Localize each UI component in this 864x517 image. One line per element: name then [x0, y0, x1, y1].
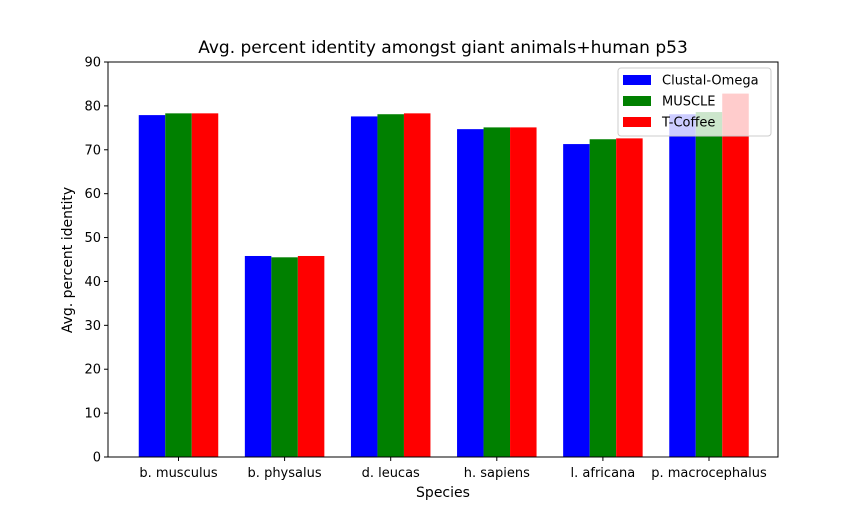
bar-muscle-3 [483, 127, 511, 458]
bar-muscle-2 [377, 114, 404, 457]
bar-muscle-4 [589, 139, 617, 457]
y-tick-label: 50 [84, 231, 101, 246]
bar-clustal-omega-1 [244, 255, 272, 457]
y-tick-label: 90 [84, 56, 101, 71]
bar-clustal-omega-5 [669, 114, 696, 457]
y-axis-label: Avg. percent identity [60, 187, 76, 333]
bar-muscle-1 [271, 257, 298, 457]
legend-label: Clustal-Omega [662, 74, 759, 89]
legend-swatch [623, 96, 651, 106]
chart-title: Avg. percent identity amongst giant anim… [198, 38, 688, 58]
bar-clustal-omega-2 [350, 116, 378, 457]
bar-t-coffee-4 [616, 138, 643, 457]
bar-clustal-omega-3 [457, 129, 484, 457]
x-tick-label: p. macrocephalus [651, 466, 767, 481]
legend-label: MUSCLE [662, 95, 716, 110]
x-ticks-group: b. musculus b. physalus d. leucas h. sapien… [139, 457, 767, 481]
y-tick-label: 30 [84, 319, 101, 334]
x-tick-label: b. musculus [139, 466, 217, 481]
bar-muscle-0 [165, 113, 192, 457]
legend-swatch [623, 75, 651, 85]
plot-frame [107, 61, 779, 458]
bar-t-coffee-2 [403, 113, 431, 457]
x-tick-label: b. physalus [248, 466, 322, 481]
legend-box [617, 67, 772, 137]
bar-muscle-5 [695, 112, 723, 458]
y-tick-label: 20 [84, 363, 101, 378]
y-tick-label: 80 [84, 99, 101, 114]
legend-swatch [623, 117, 651, 127]
bar-clustal-omega-4 [563, 144, 590, 458]
x-tick-label: h. sapiens [464, 466, 530, 481]
legend: Clustal-Omega MUSCLE T-Coffee [617, 67, 772, 137]
bar-clustal-omega-0 [138, 115, 166, 457]
bar-t-coffee-3 [510, 127, 537, 458]
legend-label: T-Coffee [661, 116, 715, 131]
bar-t-coffee-1 [297, 255, 325, 457]
y-tick-label: 70 [84, 143, 101, 158]
x-axis-label: Species [416, 485, 470, 501]
y-tick-label: 0 [93, 451, 101, 466]
x-tick-label: d. leucas [362, 466, 420, 481]
y-tick-label: 40 [84, 275, 101, 290]
bars-group [138, 93, 749, 458]
y-ticks-group: 0 10 20 30 40 50 60 70 80 90 [84, 56, 108, 466]
bar-t-coffee-5 [722, 93, 749, 457]
bar-t-coffee-0 [191, 113, 219, 457]
y-tick-label: 10 [84, 407, 101, 422]
y-tick-label: 60 [84, 187, 101, 202]
x-tick-label: l. africana [571, 466, 636, 481]
